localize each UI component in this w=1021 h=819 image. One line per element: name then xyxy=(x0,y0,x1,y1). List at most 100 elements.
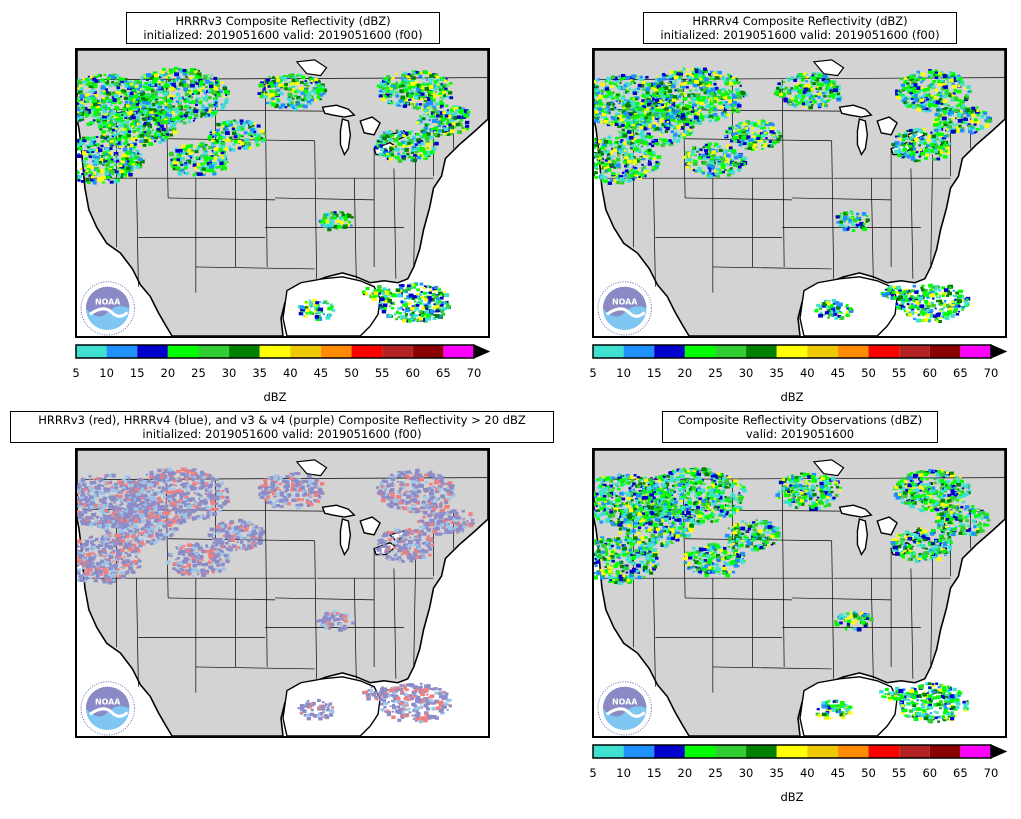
reflectivity-pixel xyxy=(644,108,649,112)
reflectivity-pixel xyxy=(123,142,127,145)
reflectivity-pixel xyxy=(439,86,443,89)
reflectivity-pixel xyxy=(152,102,157,107)
reflectivity-pixel xyxy=(913,78,917,81)
reflectivity-pixel xyxy=(77,144,81,147)
reflectivity-pixel xyxy=(624,172,627,175)
reflectivity-pixel xyxy=(202,96,208,101)
reflectivity-pixel xyxy=(103,98,109,102)
reflectivity-pixel xyxy=(116,89,119,91)
reflectivity-pixel xyxy=(406,81,410,84)
reflectivity-pixel xyxy=(241,125,245,128)
great-lake xyxy=(359,116,381,136)
reflectivity-pixel xyxy=(658,80,664,85)
reflectivity-pixel xyxy=(96,169,100,173)
reflectivity-pixel xyxy=(306,100,311,104)
reflectivity-pixel xyxy=(594,174,595,176)
reflectivity-pixel xyxy=(106,76,110,80)
reflectivity-pixel xyxy=(173,120,177,124)
reflectivity-pixel xyxy=(906,104,911,108)
reflectivity-pixel xyxy=(408,94,413,98)
reflectivity-pixel xyxy=(446,89,449,92)
reflectivity-pixel xyxy=(174,108,179,112)
panel-title-line2: initialized: 2019051600 valid: 201905160… xyxy=(660,28,940,42)
reflectivity-pixel xyxy=(124,151,129,155)
reflectivity-pixel xyxy=(600,161,605,165)
reflectivity-pixel xyxy=(213,99,219,104)
reflectivity-pixel xyxy=(687,104,692,109)
reflectivity-pixel xyxy=(301,75,306,80)
reflectivity-pixel xyxy=(313,303,318,307)
reflectivity-pixel xyxy=(212,131,216,134)
reflectivity-pixel xyxy=(109,120,113,124)
reflectivity-pixel xyxy=(699,101,705,106)
reflectivity-pixel xyxy=(149,110,154,114)
reflectivity-pixel xyxy=(732,81,737,85)
reflectivity-pixel xyxy=(344,218,348,222)
reflectivity-pixel xyxy=(405,143,409,146)
reflectivity-pixel xyxy=(700,88,704,91)
reflectivity-pixel xyxy=(669,107,673,110)
reflectivity-pixel xyxy=(436,120,441,124)
reflectivity-pixel xyxy=(689,89,692,92)
reflectivity-pixel xyxy=(253,133,257,136)
reflectivity-pixel xyxy=(82,160,87,164)
reflectivity-pixel xyxy=(723,80,727,83)
reflectivity-pixel xyxy=(729,103,734,107)
reflectivity-pixel xyxy=(447,91,453,95)
reflectivity-pixel xyxy=(200,106,205,110)
reflectivity-pixel xyxy=(426,314,431,318)
reflectivity-pixel xyxy=(634,97,638,101)
reflectivity-pixel xyxy=(437,124,441,128)
reflectivity-pixel xyxy=(191,93,194,95)
reflectivity-pixel xyxy=(323,214,327,217)
reflectivity-pixel xyxy=(310,305,313,308)
reflectivity-pixel xyxy=(429,150,435,155)
reflectivity-pixel xyxy=(400,315,405,318)
reflectivity-pixel xyxy=(99,159,104,163)
reflectivity-pixel xyxy=(443,79,448,83)
colorbar-tick-label: 60 xyxy=(405,366,421,380)
reflectivity-pixel xyxy=(662,95,667,99)
reflectivity-pixel xyxy=(677,105,683,109)
reflectivity-pixel xyxy=(87,148,92,152)
reflectivity-pixel xyxy=(82,138,87,143)
reflectivity-pixel xyxy=(379,140,383,143)
reflectivity-pixel xyxy=(188,95,191,98)
reflectivity-pixel xyxy=(597,121,600,124)
reflectivity-pixel xyxy=(264,91,268,94)
reflectivity-pixel xyxy=(419,302,423,305)
reflectivity-pixel xyxy=(309,301,314,304)
reflectivity-pixel xyxy=(204,115,207,118)
reflectivity-pixel xyxy=(667,97,673,102)
reflectivity-pixel xyxy=(212,172,217,176)
reflectivity-pixel xyxy=(957,98,962,102)
reflectivity-pixel xyxy=(250,135,253,138)
reflectivity-pixel xyxy=(600,109,604,113)
reflectivity-pixel xyxy=(652,109,656,113)
reflectivity-pixel xyxy=(235,120,238,123)
reflectivity-pixel xyxy=(805,76,808,79)
reflectivity-pixel xyxy=(609,122,613,125)
reflectivity-pixel xyxy=(615,176,620,180)
map-canvas: NOAA xyxy=(594,50,1005,336)
reflectivity-pixel xyxy=(240,140,243,143)
reflectivity-pixel xyxy=(156,101,159,104)
reflectivity-pixel xyxy=(199,109,202,112)
reflectivity-pixel xyxy=(216,82,220,86)
colorbar-segment xyxy=(290,345,321,358)
reflectivity-pixel xyxy=(709,74,713,78)
reflectivity-pixel xyxy=(383,297,388,301)
colorbar-segment xyxy=(320,345,352,358)
reflectivity-pixel xyxy=(216,128,220,132)
reflectivity-pixel xyxy=(180,115,183,118)
reflectivity-pixel xyxy=(115,139,118,142)
reflectivity-pixel xyxy=(406,74,410,78)
reflectivity-pixel xyxy=(832,82,836,86)
reflectivity-pixel xyxy=(137,134,142,138)
reflectivity-pixel xyxy=(728,90,733,94)
reflectivity-pixel xyxy=(319,85,325,89)
reflectivity-pixel xyxy=(735,107,739,110)
reflectivity-pixel xyxy=(208,137,212,140)
reflectivity-pixel xyxy=(446,109,449,112)
reflectivity-pixel xyxy=(777,82,781,86)
